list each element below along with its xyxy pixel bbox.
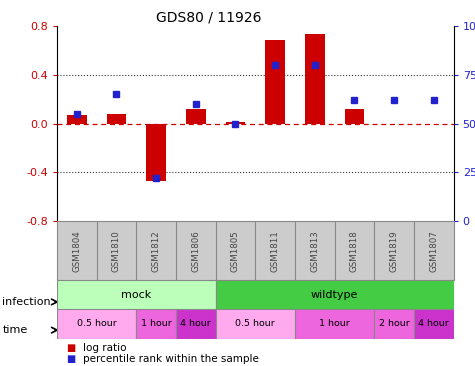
Text: GSM1807: GSM1807 [429, 230, 438, 272]
Text: GDS80 / 11926: GDS80 / 11926 [156, 10, 262, 24]
Text: wildtype: wildtype [311, 290, 358, 300]
Text: time: time [2, 325, 28, 335]
Text: ■: ■ [66, 343, 76, 354]
Bar [146, 124, 166, 181]
Text: GSM1806: GSM1806 [191, 230, 200, 272]
Bar [106, 114, 126, 124]
Text: GSM1819: GSM1819 [390, 230, 399, 272]
Bar [57, 280, 216, 309]
Bar [57, 309, 136, 339]
Text: ■: ■ [66, 354, 76, 365]
Text: GSM1813: GSM1813 [310, 230, 319, 272]
Text: GSM1805: GSM1805 [231, 230, 240, 272]
Text: percentile rank within the sample: percentile rank within the sample [83, 354, 259, 365]
Bar [265, 40, 285, 124]
Bar [176, 309, 216, 339]
Text: 2 hour: 2 hour [379, 320, 409, 328]
Bar [67, 115, 87, 124]
Text: mock: mock [121, 290, 152, 300]
Bar [295, 309, 374, 339]
Bar [216, 280, 454, 309]
Text: 1 hour: 1 hour [319, 320, 350, 328]
Text: GSM1804: GSM1804 [72, 230, 81, 272]
Text: log ratio: log ratio [83, 343, 127, 354]
Text: 0.5 hour: 0.5 hour [77, 320, 116, 328]
Bar [305, 34, 325, 124]
Text: 0.5 hour: 0.5 hour [236, 320, 275, 328]
Bar [216, 309, 295, 339]
Bar [226, 122, 246, 124]
Text: 4 hour: 4 hour [180, 320, 211, 328]
Bar [186, 109, 206, 124]
Bar [374, 309, 414, 339]
Text: infection: infection [2, 297, 51, 307]
Bar [344, 109, 364, 124]
Text: GSM1818: GSM1818 [350, 230, 359, 272]
Text: GSM1811: GSM1811 [271, 230, 280, 272]
Text: GSM1810: GSM1810 [112, 230, 121, 272]
Text: GSM1812: GSM1812 [152, 230, 161, 272]
Bar [414, 309, 454, 339]
Bar [136, 309, 176, 339]
Text: 4 hour: 4 hour [418, 320, 449, 328]
Text: 1 hour: 1 hour [141, 320, 171, 328]
